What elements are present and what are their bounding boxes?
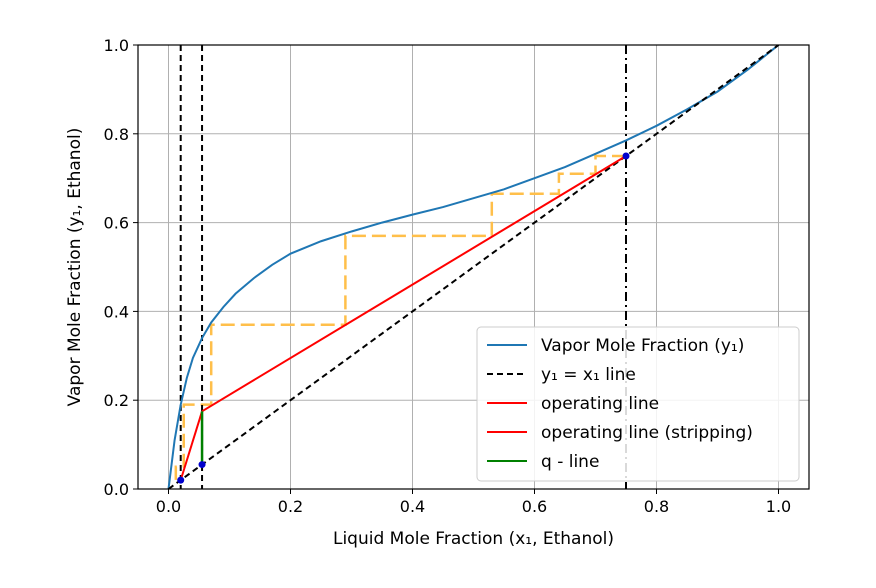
legend-entry: operating line bbox=[541, 394, 659, 414]
y-tick-label: 1.0 bbox=[104, 36, 129, 55]
ticks: 0.0 0.2 0.4 0.6 0.8 1.0 0.0 0.2 0.4 0.6 0.8 1.0 bbox=[104, 36, 792, 516]
key-point bbox=[198, 461, 206, 469]
y-tick-label: 0.0 bbox=[104, 480, 129, 499]
legend-entry: operating line (stripping) bbox=[541, 423, 753, 443]
diagonal-line bbox=[167, 45, 780, 489]
stage-steps bbox=[174, 154, 626, 481]
legend-box bbox=[476, 326, 800, 482]
y-tick-label: 0.8 bbox=[104, 125, 129, 144]
y-tick-label: 0.6 bbox=[104, 214, 129, 233]
x-tick-label: 0.4 bbox=[400, 497, 425, 516]
operating-line bbox=[201, 155, 627, 413]
plot-area bbox=[167, 45, 780, 489]
x-tick-label: 0.6 bbox=[522, 497, 547, 516]
legend-entry: Vapor Mole Fraction (y₁) bbox=[541, 336, 744, 356]
key-point bbox=[622, 152, 630, 160]
x-axis-label: Liquid Mole Fraction (x₁, Ethanol) bbox=[333, 529, 614, 549]
legend-entry: y₁ = x₁ line bbox=[541, 365, 636, 385]
x-tick-label: 1.0 bbox=[766, 497, 791, 516]
x-tick-label: 0.0 bbox=[156, 497, 181, 516]
x-tick-label: 0.2 bbox=[278, 497, 303, 516]
legend: Vapor Mole Fraction (y₁) y₁ = x₁ line oper… bbox=[476, 326, 800, 482]
x-tick-label: 0.8 bbox=[644, 497, 669, 516]
legend-entry: q - line bbox=[541, 452, 599, 472]
y-tick-label: 0.2 bbox=[104, 391, 129, 410]
key-point bbox=[177, 476, 185, 484]
y-tick-label: 0.4 bbox=[104, 302, 129, 321]
stripping-operating-line bbox=[179, 411, 204, 481]
axes-frame bbox=[137, 44, 810, 490]
equilibrium-curve bbox=[167, 45, 780, 489]
y-axis-label: Vapor Mole Fraction (y₁, Ethanol) bbox=[65, 128, 85, 407]
